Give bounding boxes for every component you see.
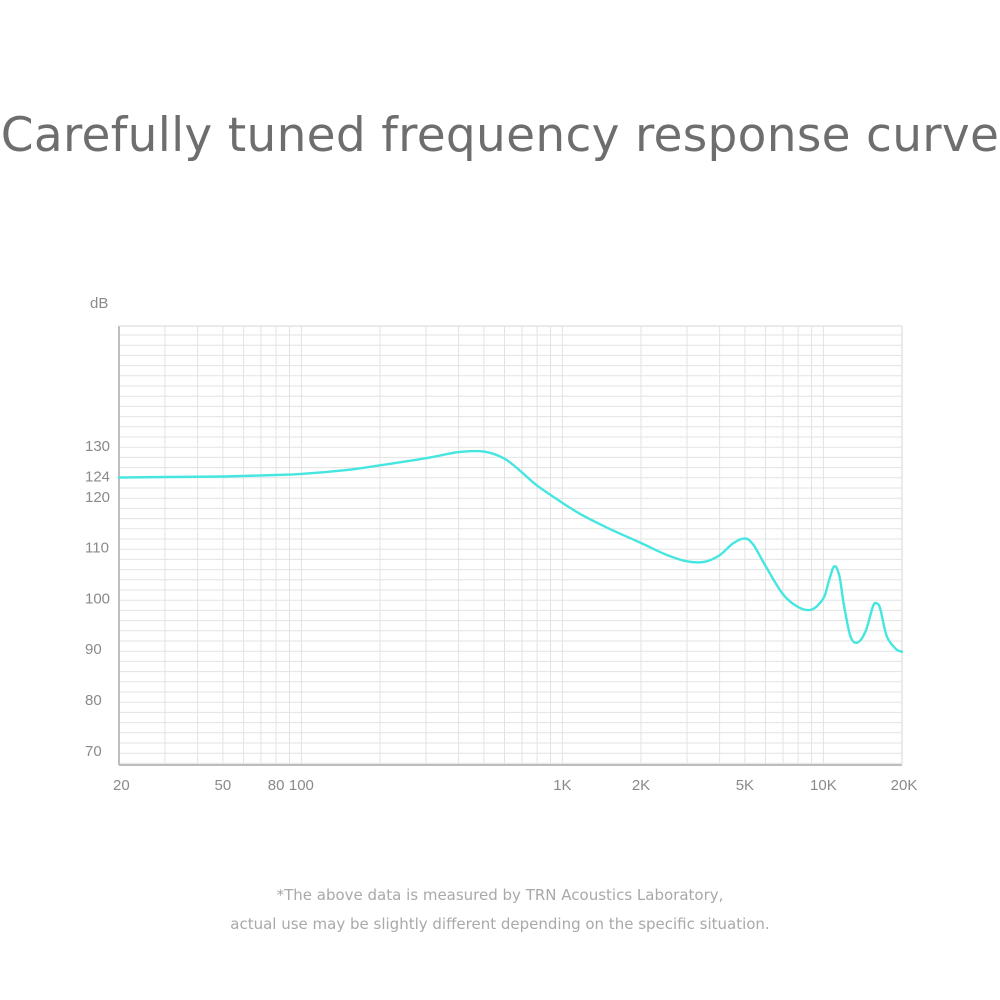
y-tick-label: 80: [85, 692, 102, 709]
page-title: Carefully tuned frequency response curve: [0, 108, 1000, 163]
y-tick-label: 70: [85, 743, 102, 760]
footnote-line-1: *The above data is measured by TRN Acous…: [276, 886, 724, 904]
x-tick-label: 80: [268, 777, 285, 794]
y-axis-label: dB: [90, 295, 108, 312]
chart-grid: [119, 326, 902, 765]
y-tick-label: 124: [85, 469, 110, 486]
y-tick-label: 90: [85, 641, 102, 658]
x-tick-label: 50: [215, 777, 232, 794]
footnote-line-2: actual use may be slightly different dep…: [230, 915, 770, 933]
y-tick-label: 100: [85, 590, 110, 607]
x-tick-label: 1K: [553, 777, 571, 794]
y-tick-label: 130: [85, 438, 110, 455]
x-tick-label: 100: [289, 777, 314, 794]
y-tick-label: 120: [85, 489, 110, 506]
x-tick-label: 2K: [632, 777, 650, 794]
x-tick-label: 20: [113, 777, 130, 794]
frequency-response-curve: [117, 449, 904, 653]
x-tick-label: 20K: [891, 777, 918, 794]
y-tick-label: 110: [85, 540, 109, 557]
x-tick-label: 10K: [810, 777, 837, 794]
x-tick-label: 5K: [736, 777, 754, 794]
chart-axes: [118, 325, 903, 766]
